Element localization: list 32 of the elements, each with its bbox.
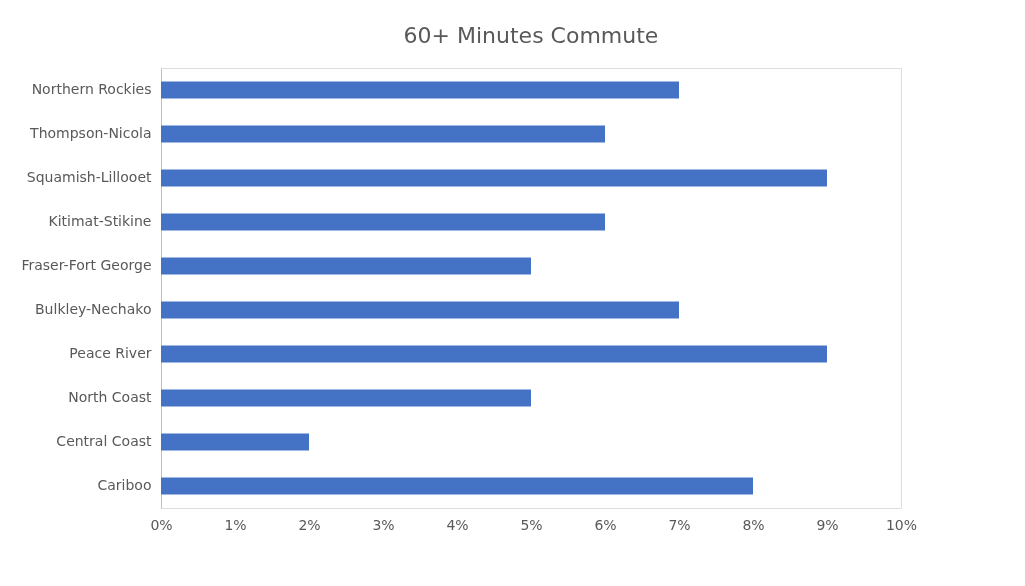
bar [161,81,679,99]
y-tick-label: Kitimat-Stikine [48,213,152,229]
bar [161,257,531,275]
y-tick-label: Bulkley-Nechako [35,301,152,317]
x-tick-label: 1% [224,516,247,533]
bar [161,389,531,407]
x-tick-label: 2% [298,516,321,533]
bar [161,301,679,319]
chart-title: 60+ Minutes Commute [403,23,659,48]
bar [161,169,827,187]
bar [161,477,753,495]
y-tick-label: Thompson-Nicola [29,125,152,141]
y-tick-label: Peace River [69,345,152,361]
x-tick-label: 4% [446,516,469,533]
bar [161,125,605,143]
x-tick-label: 10% [885,516,918,533]
bar [161,345,827,363]
y-tick-label: Squamish-Lillooet [26,169,152,185]
x-tick-label: 5% [520,516,543,533]
y-tick-label: North Coast [68,389,153,405]
x-tick-label: 3% [372,516,395,533]
x-tick-label: 7% [668,516,691,533]
x-tick-label: 9% [816,516,839,533]
y-tick-label: Central Coast [56,433,152,449]
y-tick-label: Cariboo [97,477,152,493]
y-tick-label: Fraser-Fort George [21,257,152,273]
x-tick-label: 6% [594,516,617,533]
x-tick-label: 8% [742,516,765,533]
bar [161,213,605,231]
x-tick-label: 0% [150,516,173,533]
bar [161,433,309,451]
y-tick-label: Northern Rockies [31,81,152,97]
